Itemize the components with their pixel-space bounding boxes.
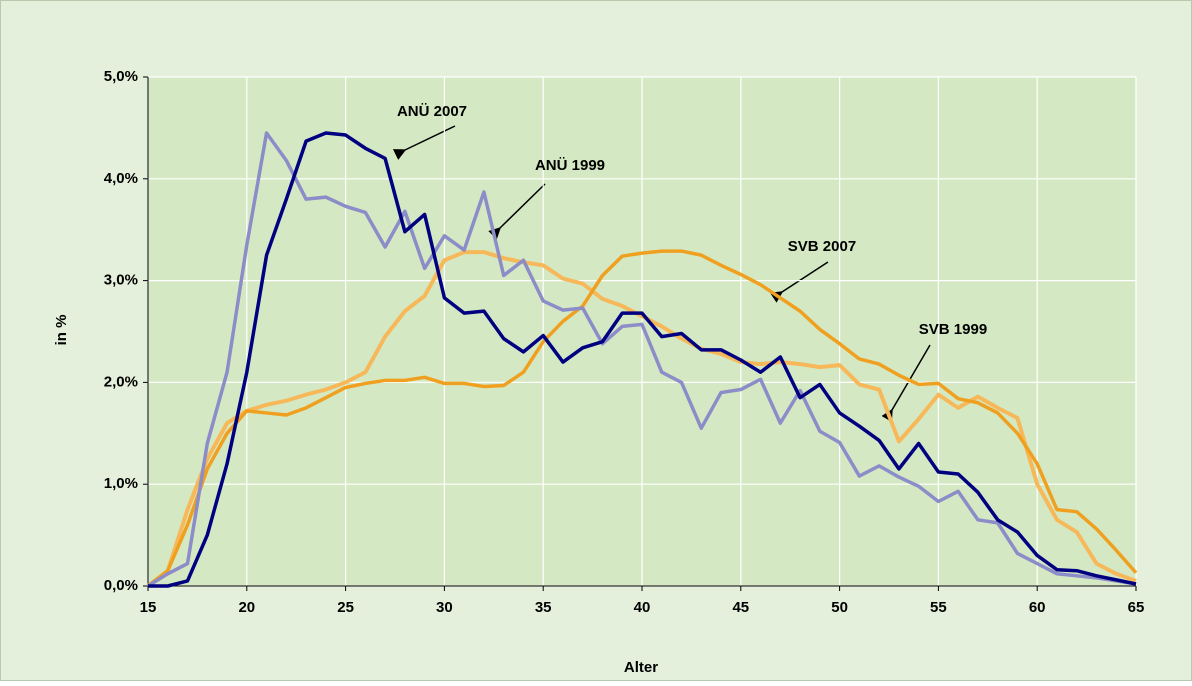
series-label: ANÜ 2007 (397, 103, 467, 120)
y-tick-label: 3,0% (104, 272, 138, 289)
y-axis-label: in % (53, 315, 70, 346)
x-tick-label: 60 (1029, 599, 1046, 616)
series-label: ANÜ 1999 (535, 157, 605, 174)
y-tick-label: 1,0% (104, 475, 138, 492)
y-tick-label: 5,0% (104, 68, 138, 85)
y-tick-label: 2,0% (104, 373, 138, 390)
series-label: SVB 1999 (919, 321, 987, 338)
x-axis-label: Alter (624, 659, 658, 676)
x-tick-label: 55 (930, 599, 947, 616)
x-tick-label: 20 (238, 599, 255, 616)
series-line (148, 131, 1137, 588)
arrow (881, 344, 931, 423)
arrow (392, 125, 456, 160)
x-tick-label: 45 (732, 599, 749, 616)
arrow (488, 183, 546, 240)
series-line (147, 131, 1137, 588)
series-label: SVB 2007 (788, 238, 856, 255)
arrow (769, 261, 829, 303)
y-tick-label: 4,0% (104, 170, 138, 187)
series-line (146, 249, 1138, 588)
x-tick-label: 40 (634, 599, 651, 616)
x-tick-label: 30 (436, 599, 453, 616)
x-tick-label: 35 (535, 599, 552, 616)
x-tick-label: 15 (140, 599, 157, 616)
x-tick-label: 65 (1128, 599, 1145, 616)
x-tick-label: 25 (337, 599, 354, 616)
y-tick-label: 0,0% (104, 577, 138, 594)
x-tick-label: 50 (831, 599, 848, 616)
